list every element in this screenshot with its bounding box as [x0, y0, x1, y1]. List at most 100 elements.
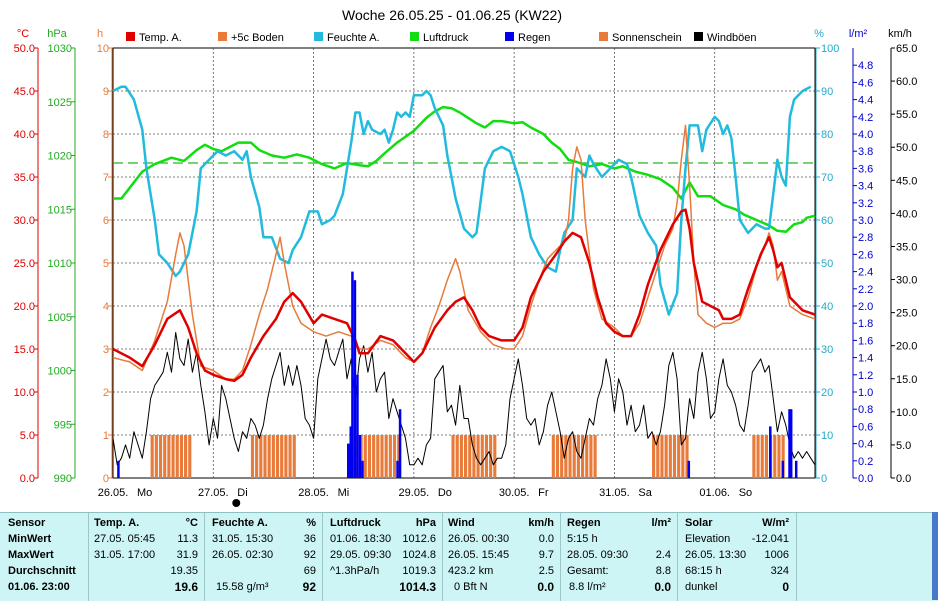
x-tick-day: Mo: [137, 487, 152, 499]
y-tick-label-temp: 10.0: [14, 387, 35, 399]
y-tick-label-rain: 2.2: [858, 284, 873, 296]
x-tick-day: Do: [438, 487, 452, 499]
humidity-absolute: 15.58 g/m³: [216, 581, 269, 593]
y-axis-unit-hum: %: [814, 28, 824, 40]
temp-min-value: 11.3: [177, 533, 198, 545]
rain-current-value: 0.0: [654, 580, 671, 594]
sunshine-bar: [292, 435, 296, 478]
sunshine-bar: [288, 435, 292, 478]
x-tick-date: 27.05.: [198, 487, 229, 499]
row-label-avg: Durchschnitt: [8, 565, 76, 577]
legend-swatch: [505, 32, 514, 41]
y-tick-label-wind: 50.0: [896, 142, 917, 154]
rain-unit: l/m²: [651, 517, 671, 529]
sunshine-bar: [271, 435, 275, 478]
series-line--5c-boden: [112, 124, 816, 380]
humidity-avg-value: 69: [303, 565, 316, 577]
rain-max-value: 2.4: [655, 549, 671, 561]
y-tick-label-rain: 0.4: [858, 439, 873, 451]
solar-state: dunkel: [685, 581, 718, 593]
rain-header: Regen: [567, 517, 601, 529]
rain-bar: [361, 460, 364, 478]
sunshine-bar: [664, 435, 668, 478]
sunshine-bar: [656, 435, 660, 478]
sunshine-bar: [551, 435, 555, 478]
y-tick-label-wind: 45.0: [896, 175, 917, 187]
rain-column: Regen l/m² 5:15 h 28.05. 09:30 2.4 Gesamt:…: [567, 515, 671, 599]
sunshine-bar: [150, 435, 154, 478]
temp-header: Temp. A.: [94, 517, 140, 529]
y-tick-label-wind: 10.0: [896, 407, 917, 419]
y-tick-label-rain: 0.6: [858, 421, 873, 433]
y-tick-label-hours: 8: [103, 129, 109, 141]
legend-swatch: [314, 32, 323, 41]
sunshine-bar: [581, 435, 585, 478]
sunshine-bar: [171, 435, 175, 478]
x-tick-day: Sa: [638, 487, 652, 499]
sunshine-bar: [685, 435, 689, 478]
y-tick-label-wind: 60.0: [896, 76, 917, 88]
wind-beaufort: 0 Bft N: [454, 581, 488, 593]
y-axis-unit-hours: h: [97, 28, 103, 40]
y-tick-label-temp: 5.0: [20, 430, 35, 442]
chart-title: Woche 26.05.25 - 01.06.25 (KW22): [342, 7, 562, 23]
humidity-unit: %: [306, 517, 316, 529]
row-label-current: 01.06. 23:00: [8, 581, 70, 593]
sunshine-bar: [154, 435, 158, 478]
sunshine-bar: [472, 435, 476, 478]
y-tick-label-rain: 2.0: [858, 301, 873, 313]
solar-max-value: 1006: [764, 549, 789, 561]
sunshine-bar: [593, 435, 597, 478]
pressure-avg-value: 1019.3: [402, 565, 436, 577]
x-tick-day: Di: [237, 487, 247, 499]
y-tick-label-hours: 5: [103, 258, 109, 270]
rain-bar: [117, 460, 120, 478]
y-tick-label-press: 1015: [48, 204, 72, 216]
sunshine-bar: [158, 435, 163, 478]
y-tick-label-wind: 40.0: [896, 208, 917, 220]
temp-max-value: 31.9: [176, 549, 198, 561]
legend-swatch: [694, 32, 703, 41]
x-tick-date: 26.05.: [98, 487, 129, 499]
y-tick-label-rain: 0.8: [858, 404, 873, 416]
y-tick-label-rain: 0.0: [858, 473, 873, 485]
y-tick-label-hum: 50: [821, 258, 833, 270]
sunshine-bar: [175, 435, 179, 478]
sunshine-bar: [468, 435, 472, 478]
sunshine-bar: [585, 435, 589, 478]
solar-header: Solar: [685, 517, 713, 529]
sunshine-bar: [167, 435, 171, 478]
y-tick-label-hours: 3: [103, 344, 109, 356]
y-tick-label-temp: 30.0: [14, 215, 35, 227]
sunshine-bar: [480, 435, 484, 478]
y-tick-label-rain: 1.0: [858, 387, 873, 399]
x-tick-day: Fr: [538, 487, 549, 499]
rain-total-label: Gesamt:: [567, 565, 609, 577]
solar-max-time: 26.05. 13:30: [685, 549, 747, 561]
legend-label: Luftdruck: [423, 32, 469, 44]
pressure-header: Luftdruck: [330, 517, 381, 529]
y-tick-label-rain: 4.8: [858, 60, 873, 72]
y-axis-unit-rain: l/m²: [849, 28, 868, 40]
rain-bar: [396, 460, 399, 478]
y-axis-unit-press: hPa: [47, 28, 67, 40]
rain-total-value: 8.8: [655, 565, 671, 577]
pressure-min-time: 01.06. 18:30: [330, 533, 392, 545]
legend-label: Sonnenschein: [612, 32, 682, 44]
y-tick-label-press: 1020: [48, 151, 72, 163]
y-tick-label-rain: 4.4: [858, 95, 873, 107]
sunshine-bar: [363, 435, 367, 478]
y-tick-label-rain: 1.8: [858, 318, 873, 330]
legend-label: +5c Boden: [231, 32, 284, 44]
sunshine-bar: [179, 435, 183, 478]
legend-label: Windböen: [707, 32, 757, 44]
legend-label: Feuchte A.: [327, 32, 380, 44]
y-tick-label-wind: 25.0: [896, 308, 917, 320]
sunshine-bar: [464, 435, 468, 478]
pressure-trend: ^1.3hPa/h: [330, 565, 380, 577]
sensor-header: Sensor: [8, 517, 46, 529]
y-tick-label-hum: 60: [821, 215, 833, 227]
y-tick-label-press: 1030: [48, 43, 72, 55]
legend-label: Regen: [518, 32, 550, 44]
pressure-column: Luftdruck hPa 01.06. 18:30 1012.6 29.05. 0…: [330, 515, 436, 599]
